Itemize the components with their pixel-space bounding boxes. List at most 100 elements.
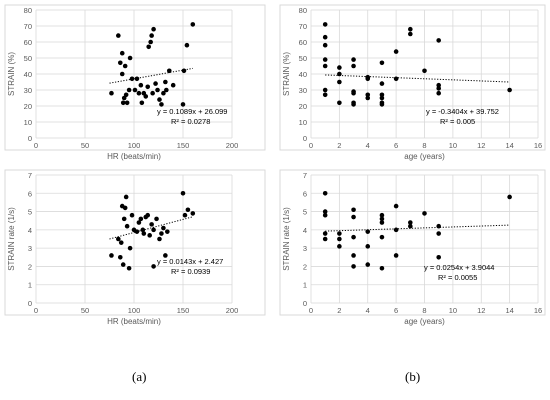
data-point [159, 102, 164, 107]
data-point [127, 55, 133, 61]
chart-2: 0 10 20 30 40 50 60 70 80 0 2 4 6 8 10 12 14 16 age (years… [279, 4, 546, 161]
x-tick-label: 200 [226, 141, 239, 150]
data-point [148, 39, 153, 45]
data-point [351, 207, 356, 213]
y-tick-label: 10 [299, 118, 307, 127]
chart-frame [4, 4, 266, 151]
data-point [379, 212, 385, 218]
data-point [408, 223, 413, 229]
y-tick-label: 0 [303, 299, 307, 308]
y-tick-label: 10 [24, 118, 32, 127]
data-point [190, 22, 196, 27]
x-tick-label: 200 [226, 306, 239, 315]
data-point [337, 236, 342, 242]
data-point [122, 205, 128, 211]
data-point [163, 79, 168, 85]
data-point [322, 63, 328, 69]
data-point [337, 231, 342, 236]
data-point [408, 31, 413, 37]
data-point [181, 68, 187, 74]
y-tick-label: 5 [303, 208, 307, 217]
x-tick-label: 150 [177, 306, 190, 315]
data-point [129, 212, 135, 218]
data-point [379, 234, 385, 240]
x-tick-label: 0 [34, 141, 38, 150]
r-squared-label: R² = 0.0278 [171, 117, 210, 126]
chart-3: 0 1 2 3 4 5 6 7 0 50 100 150 200 HR (beats/min) STRAIN… [4, 169, 266, 326]
data-point [379, 95, 385, 101]
y-tick-label: 70 [299, 22, 307, 31]
y-tick-label: 60 [299, 38, 307, 47]
data-point [141, 231, 147, 236]
data-point [122, 63, 128, 69]
x-tick-label: 0 [309, 141, 313, 150]
y-tick-label: 6 [28, 189, 32, 198]
data-point [379, 92, 385, 98]
data-point [118, 240, 124, 245]
data-point [164, 87, 169, 93]
data-point [436, 231, 441, 236]
y-tick-label: 7 [303, 171, 307, 180]
x-tick-label: 10 [449, 306, 457, 315]
x-tick-label: 2 [337, 306, 341, 315]
data-point [136, 90, 142, 96]
data-point [145, 84, 151, 90]
x-tick-label: 4 [366, 306, 370, 315]
x-tick-label: 16 [534, 306, 542, 315]
data-point [180, 190, 186, 196]
r-squared-label: R² = 0.0939 [171, 267, 210, 276]
data-point [157, 97, 162, 102]
r-squared-label: R² = 0.0055 [438, 273, 477, 282]
data-point [337, 71, 342, 77]
data-point [151, 227, 156, 233]
data-point [116, 236, 121, 242]
data-point [150, 90, 155, 96]
data-point [408, 26, 413, 32]
y-axis-label: STRAIN rate (1/s) [7, 207, 16, 271]
y-tick-label: 7 [28, 171, 32, 180]
y-tick-label: 80 [299, 6, 307, 15]
data-point [365, 262, 371, 267]
y-tick-label: 40 [299, 70, 307, 79]
data-point [422, 68, 427, 74]
data-point [170, 82, 176, 88]
data-point [322, 87, 328, 93]
y-tick-label: 50 [24, 54, 32, 63]
data-point [180, 102, 186, 107]
data-point [322, 42, 328, 48]
data-point [166, 68, 172, 74]
data-point [436, 38, 441, 43]
trendline-equation: y = 0.0143x + 2.427 [157, 257, 223, 266]
trendline-equation: y = 0.1089x + 26.099 [157, 107, 227, 116]
y-tick-label: 30 [24, 86, 32, 95]
x-tick-label: 8 [422, 306, 426, 315]
chart-frame [4, 169, 266, 316]
data-point [117, 60, 123, 66]
data-point [149, 33, 154, 38]
data-point [351, 264, 356, 269]
data-point [436, 86, 441, 91]
data-point [155, 87, 160, 93]
data-point [322, 231, 328, 236]
data-point [322, 236, 328, 242]
data-point [337, 100, 342, 106]
data-point [120, 100, 126, 106]
data-point [136, 220, 142, 225]
data-point [365, 92, 371, 98]
x-tick-label: 10 [449, 141, 457, 150]
data-point [126, 87, 132, 93]
data-point [365, 95, 371, 101]
data-point [143, 94, 149, 99]
trendline-equation: y = 0.0254x + 3.9044 [424, 263, 494, 272]
data-point [351, 214, 356, 220]
data-point [393, 253, 399, 258]
x-tick-label: 12 [477, 306, 485, 315]
x-tick-label: 6 [394, 141, 398, 150]
y-tick-label: 20 [24, 102, 32, 111]
trendline [109, 67, 193, 84]
data-point [140, 227, 146, 233]
y-tick-label: 50 [299, 54, 307, 63]
x-tick-label: 12 [477, 141, 485, 150]
data-point [393, 49, 399, 54]
